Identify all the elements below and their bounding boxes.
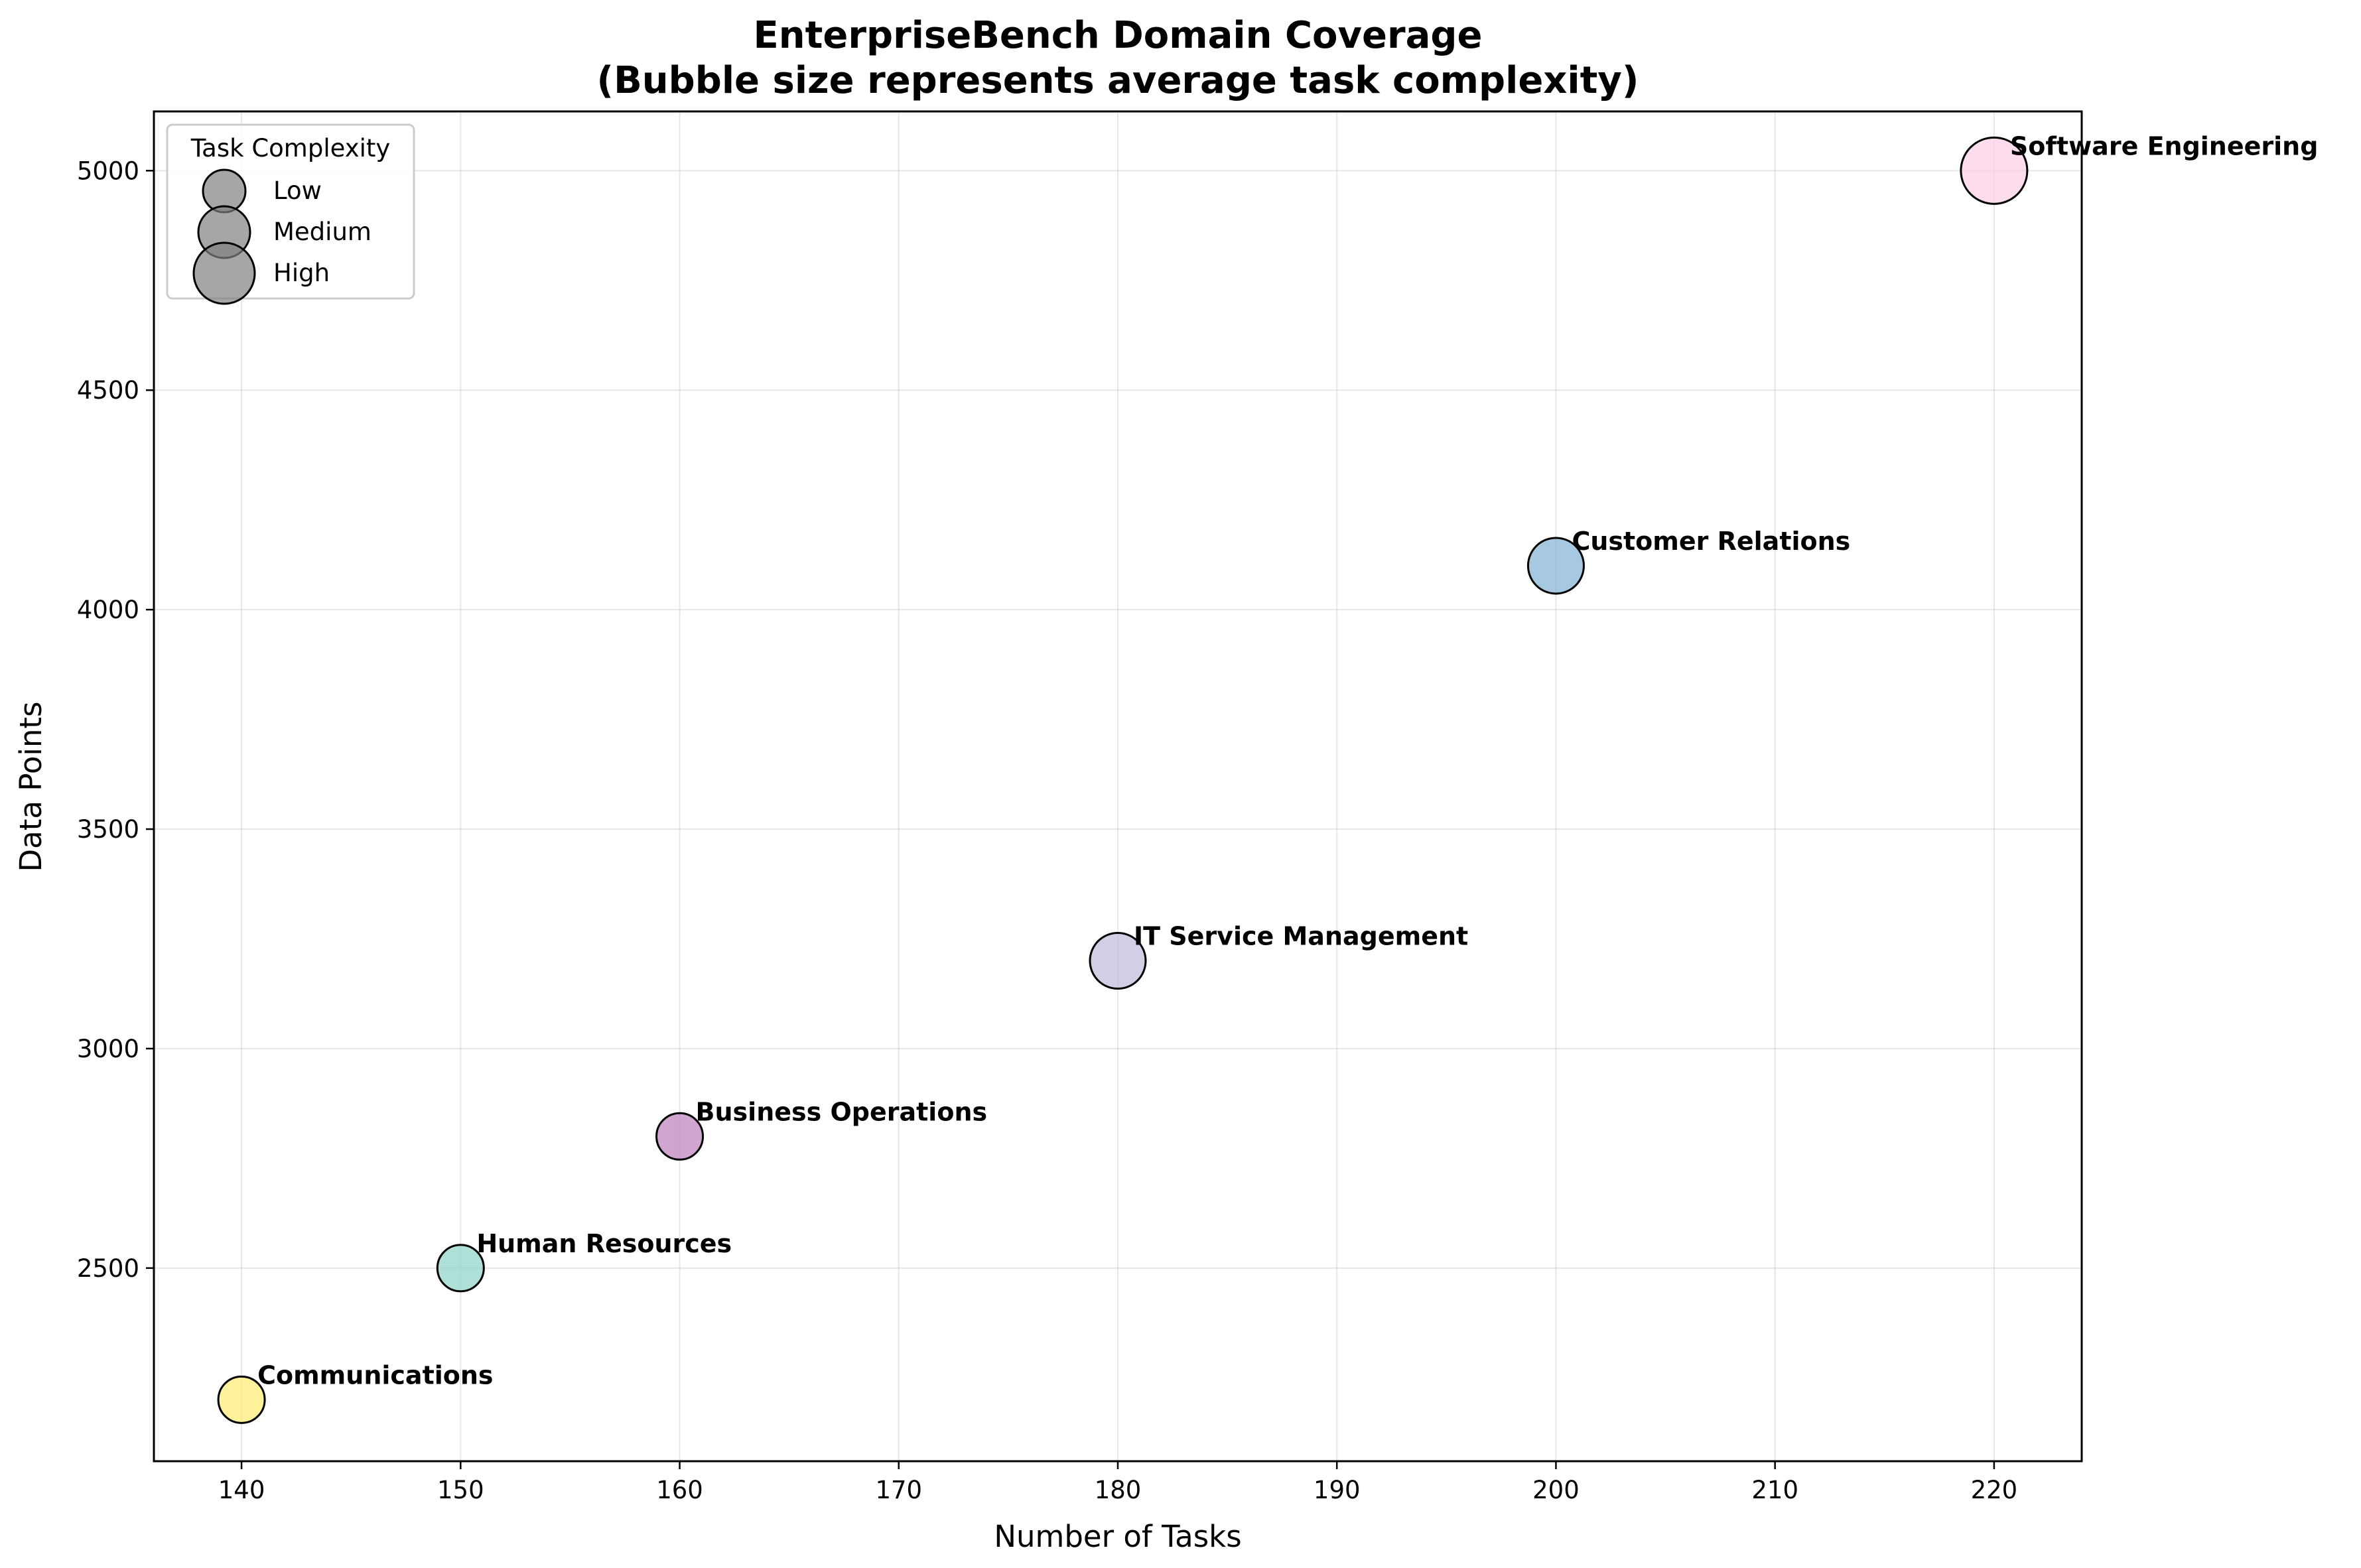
data-point-label: Business Operations <box>696 1097 988 1126</box>
chart-title: EnterpriseBench Domain Coverage <box>754 14 1483 57</box>
x-tick-label: 180 <box>1095 1476 1142 1504</box>
grid-lines <box>154 111 2082 1461</box>
legend-title: Task Complexity <box>190 134 391 163</box>
y-tick-label: 3500 <box>77 815 139 844</box>
legend: Task Complexity Low Medium High <box>166 123 415 305</box>
legend-label-high: High <box>273 259 330 287</box>
data-point-label: IT Service Management <box>1134 922 1468 951</box>
axis-ticks: 140 150 160 170 180 190 200 210 220 2500 3000 3500 4… <box>77 157 2017 1504</box>
data-point-label: Software Engineering <box>2010 131 2319 161</box>
x-tick-label: 150 <box>437 1476 484 1504</box>
x-tick-label: 140 <box>218 1476 265 1504</box>
y-tick-label: 3000 <box>77 1035 139 1063</box>
x-axis-label: Number of Tasks <box>994 1519 1241 1554</box>
x-tick-label: 210 <box>1751 1476 1798 1504</box>
data-point <box>1089 932 1147 990</box>
plot-frame <box>153 110 2083 1463</box>
legend-marker-high <box>192 241 256 305</box>
data-point <box>1960 136 2029 205</box>
data-point-label: Communications <box>257 1360 493 1390</box>
data-point-label: Customer Relations <box>1572 527 1850 556</box>
data-points: Communications Human Resources Business Op… <box>217 131 2319 1424</box>
data-point <box>436 1244 485 1293</box>
y-tick-label: 4500 <box>77 376 139 405</box>
x-tick-label: 190 <box>1314 1476 1361 1504</box>
y-tick-label: 2500 <box>77 1254 139 1283</box>
y-tick-label: 5000 <box>77 157 139 185</box>
data-point <box>217 1375 266 1424</box>
y-tick-label: 4000 <box>77 596 139 624</box>
x-tick-label: 160 <box>656 1476 703 1504</box>
data-point <box>655 1112 705 1161</box>
x-tick-label: 170 <box>875 1476 922 1504</box>
chart-subtitle: (Bubble size represents average task com… <box>597 59 1639 102</box>
legend-label-medium: Medium <box>273 218 371 246</box>
x-tick-label: 220 <box>1971 1476 2018 1504</box>
x-tick-label: 200 <box>1532 1476 1580 1504</box>
data-point <box>1526 537 1585 595</box>
data-point-label: Human Resources <box>476 1229 732 1258</box>
y-axis-label: Data Points <box>13 702 48 872</box>
legend-label-low: Low <box>273 176 322 205</box>
